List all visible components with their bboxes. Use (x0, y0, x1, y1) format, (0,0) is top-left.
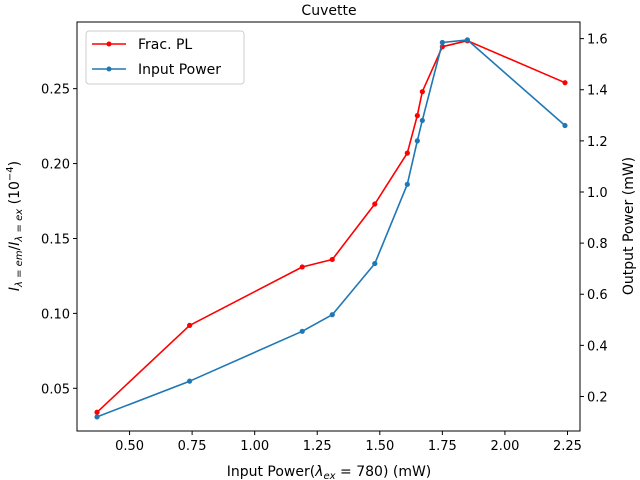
y-right-tick-label: 1.0 (587, 186, 608, 201)
data-point-frac-pl (404, 150, 410, 156)
data-point-frac-pl (329, 256, 335, 263)
series-line-input-power (96, 39, 566, 418)
data-point-input-power (299, 328, 305, 334)
x-tick-label: 1.25 (303, 439, 332, 454)
data-point-frac-pl (187, 322, 193, 328)
y-right-tick-label: 0.4 (587, 339, 608, 354)
data-point-input-power (464, 37, 470, 43)
y-left-tick-label: 0.25 (41, 83, 70, 98)
data-point-input-power (372, 260, 378, 267)
series-line-frac-pl (96, 39, 566, 413)
y-right-tick-label: 0.2 (587, 390, 608, 405)
data-point-input-power (187, 378, 193, 384)
legend: Frac. PL Input Power (85, 30, 245, 85)
data-point-input-power (414, 138, 420, 144)
data-point-frac-pl (562, 80, 568, 86)
data-point-input-power (94, 414, 100, 420)
data-point-frac-pl (419, 89, 425, 95)
data-point-frac-pl (372, 201, 378, 207)
series-layer (94, 37, 568, 420)
y-right-tick-label: 1.2 (587, 135, 608, 150)
y-right-tick-label: 1.6 (587, 33, 608, 48)
x-tick-label: 0.50 (115, 439, 144, 454)
y-right-axis-label: Output Power (mW) (621, 157, 637, 295)
y-right-axis-ticks: 0.2 0.4 0.6 0.8 1.0 1.2 1.4 1.6 (580, 33, 608, 405)
data-point-input-power (404, 181, 410, 187)
legend-marker-frac-pl (106, 41, 112, 47)
x-tick-label: 2.00 (490, 439, 519, 454)
data-point-frac-pl (94, 409, 100, 415)
y-left-tick-label: 0.20 (41, 158, 70, 173)
y-left-tick-label: 0.05 (41, 382, 70, 397)
x-tick-label: 1.75 (428, 439, 457, 454)
data-point-input-power (562, 122, 568, 129)
legend-label-frac-pl: Frac. PL (138, 37, 192, 53)
legend-label-input-power: Input Power (138, 62, 221, 78)
y-right-tick-label: 0.8 (587, 237, 608, 252)
y-left-tick-label: 0.10 (41, 307, 70, 322)
y-left-axis-ticks: 0.05 0.10 0.15 0.20 0.25 (41, 83, 77, 397)
data-point-frac-pl (299, 264, 305, 270)
y-left-tick-label: 0.15 (41, 232, 70, 247)
y-left-axis-label: Iλ = em/Iλ = ex (10−4) (5, 161, 25, 291)
plot-frame (76, 21, 581, 432)
x-tick-label: 2.25 (553, 439, 582, 454)
data-point-input-power (439, 39, 445, 46)
plot-area-border (76, 21, 581, 432)
x-tick-label: 1.50 (365, 439, 394, 454)
y-right-tick-label: 1.4 (587, 84, 608, 99)
x-axis-ticks: 0.50 0.75 1.00 1.25 1.50 1.75 2.00 2.25 (115, 431, 582, 454)
y-right-tick-label: 0.6 (587, 288, 608, 303)
x-tick-label: 1.00 (240, 439, 269, 454)
data-point-frac-pl (414, 113, 420, 119)
chart-title: Cuvette (301, 3, 356, 19)
x-tick-label: 0.75 (178, 439, 207, 454)
legend-marker-input-power (106, 66, 112, 72)
data-point-input-power (329, 312, 335, 318)
x-axis-label: Input Power(λex = 780) (mW) (227, 464, 432, 480)
data-point-input-power (419, 117, 425, 124)
